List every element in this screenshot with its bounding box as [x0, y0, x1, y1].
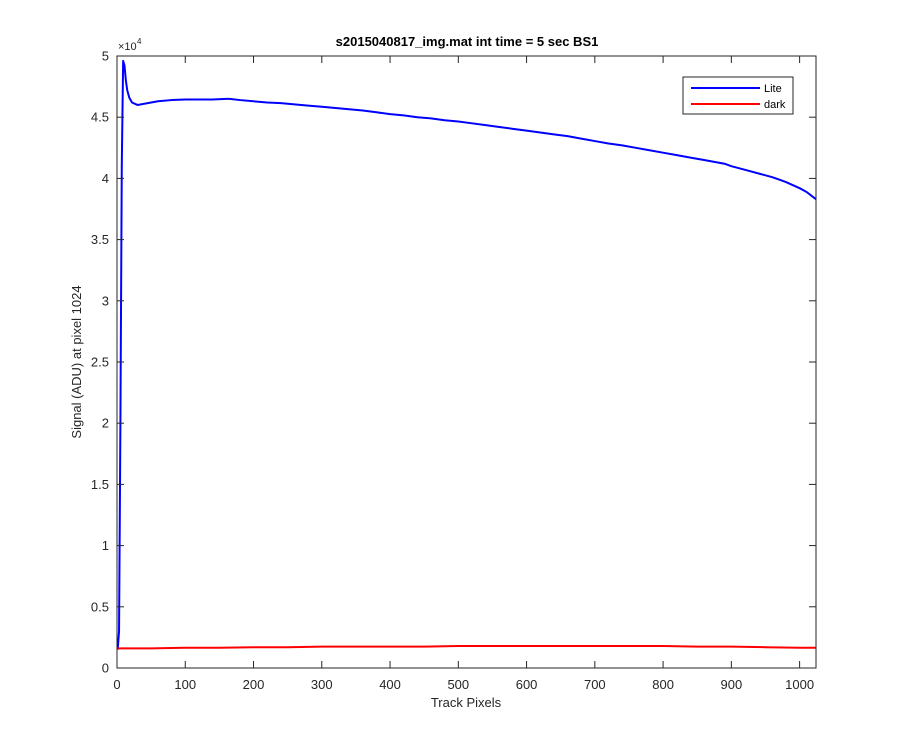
series-line-lite	[116, 59, 817, 650]
y-tick-label: 0	[102, 661, 109, 676]
y-axis-exponent: ×10 4	[118, 37, 142, 53]
legend-label-dark: dark	[764, 99, 786, 111]
x-axis-label: Track Pixels	[431, 695, 502, 710]
legend-label-lite: Lite	[764, 83, 782, 95]
x-tick-label: 0	[113, 677, 120, 692]
y-tick-label: 5	[102, 49, 109, 64]
y-tick-label: 4	[102, 171, 109, 186]
series-line-dark	[117, 644, 816, 650]
y-axis-label: Signal (ADU) at pixel 1024	[69, 285, 84, 438]
y-tick-label: 1	[102, 538, 109, 553]
y-tick-label: 3	[102, 293, 109, 308]
y-tick-label: 0.5	[91, 599, 109, 614]
y-exponent-base: ×10	[118, 41, 137, 53]
axis-ticks: 0 100 200 300 400 500 600 700 800 900 1000 0 0.5 1 1.5…	[91, 49, 816, 692]
y-tick-label: 2	[102, 416, 109, 431]
x-tick-label: 900	[721, 677, 743, 692]
y-tick-label: 2.5	[91, 355, 109, 370]
legend: Lite dark	[682, 76, 794, 115]
x-tick-label: 600	[516, 677, 538, 692]
x-tick-label: 100	[174, 677, 196, 692]
x-tick-label: 700	[584, 677, 606, 692]
axes-box	[116, 55, 817, 669]
y-tick-label: 3.5	[91, 232, 109, 247]
x-tick-label: 400	[379, 677, 401, 692]
y-exponent-power: 4	[137, 37, 142, 46]
chart-title: s2015040817_img.mat int time = 5 sec BS1	[336, 34, 599, 49]
legend-box	[682, 76, 794, 115]
series-group	[116, 59, 817, 650]
y-tick-label: 1.5	[91, 477, 109, 492]
x-tick-label: 800	[652, 677, 674, 692]
plot-area	[117, 56, 816, 668]
y-tick-label: 4.5	[91, 110, 109, 125]
x-tick-label: 300	[311, 677, 333, 692]
x-tick-label: 500	[447, 677, 469, 692]
x-tick-label: 200	[243, 677, 265, 692]
x-tick-label: 1000	[785, 677, 814, 692]
